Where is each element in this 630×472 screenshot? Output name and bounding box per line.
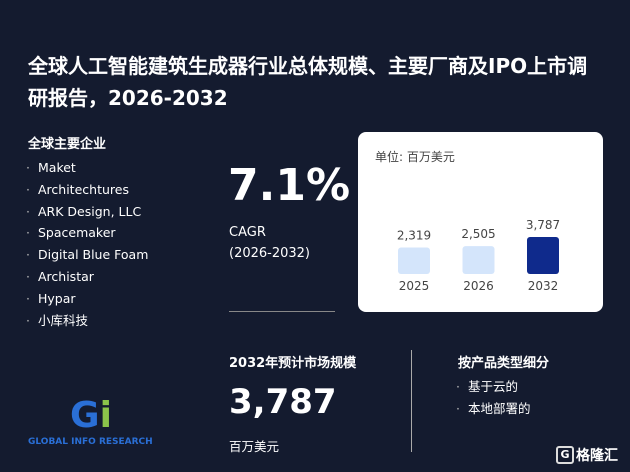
value-label: 2,319 (397, 228, 431, 242)
bar (398, 247, 430, 274)
chart-card: 单位: 百万美元 2,319 2025 2,505 2026 3,787 2032 (358, 132, 603, 312)
logo-right-icon: G (556, 446, 574, 464)
category-label: 2026 (463, 279, 494, 293)
segment-list: 基于云的本地部署的 (456, 376, 531, 420)
list-item: 本地部署的 (456, 398, 531, 420)
list-item: Hypar (26, 288, 148, 310)
cagr-label: CAGR (229, 225, 266, 240)
list-item: ARK Design, LLC (26, 201, 148, 223)
companies-heading: 全球主要企业 (28, 137, 107, 152)
logo-left-text: GLOBAL INFO RESEARCH (28, 437, 153, 447)
list-item: 基于云的 (456, 376, 531, 398)
list-item: Architechtures (26, 179, 148, 201)
market-unit: 百万美元 (229, 439, 280, 454)
logo-mark: Gi (70, 395, 112, 436)
divider (229, 311, 335, 312)
list-item: Spacemaker (26, 222, 148, 244)
bar (462, 246, 495, 274)
list-item: Archistar (26, 266, 148, 288)
market-value: 3,787 (229, 382, 337, 422)
title: 全球人工智能建筑生成器行业总体规模、主要厂商及IPO上市调研报告，2026-20… (28, 54, 588, 110)
list-item: Maket (26, 157, 148, 179)
value-label: 2,505 (461, 227, 495, 241)
cagr-period: (2026-2032) (229, 246, 311, 261)
company-list: MaketArchitechturesARK Design, LLCSpacem… (26, 157, 148, 331)
market-heading: 2032年预计市场规模 (229, 356, 357, 371)
category-label: 2032 (528, 279, 559, 293)
unit-label: 单位: 百万美元 (375, 149, 455, 164)
vertical-divider (411, 350, 412, 452)
logo-right-text: 格隆汇 (576, 448, 618, 464)
value-label: 3,787 (526, 218, 560, 232)
category-label: 2025 (399, 279, 430, 293)
cagr-value: 7.1% (228, 160, 351, 211)
bar (527, 237, 559, 274)
list-item: Digital Blue Foam (26, 244, 148, 266)
list-item: 小库科技 (26, 310, 148, 332)
segments-heading: 按产品类型细分 (458, 356, 550, 371)
